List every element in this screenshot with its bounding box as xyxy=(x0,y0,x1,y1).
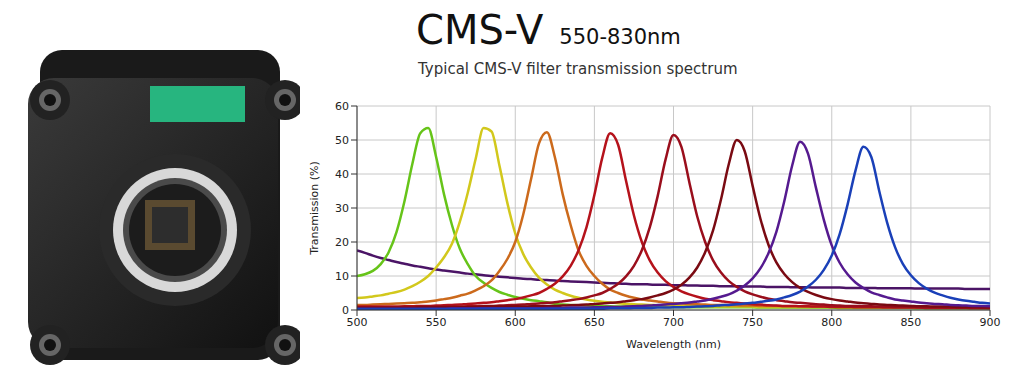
svg-text:30: 30 xyxy=(335,202,349,215)
html-text:CMS-V 550-830nm: CMS-V 550-830nm xyxy=(416,7,681,53)
svg-text:0: 0 xyxy=(342,304,349,317)
svg-text:Wavelength (nm): Wavelength (nm) xyxy=(626,338,721,351)
svg-text:40: 40 xyxy=(335,168,349,181)
html-text:Typical CMS-V filter transmiss: Typical CMS-V filter transmission spectr… xyxy=(418,60,738,78)
svg-text:850: 850 xyxy=(900,316,921,329)
svg-text:550: 550 xyxy=(426,316,447,329)
svg-text:50: 50 xyxy=(335,134,349,147)
svg-text:60: 60 xyxy=(335,100,349,113)
svg-text:700: 700 xyxy=(663,316,684,329)
svg-text:650: 650 xyxy=(584,316,605,329)
svg-text:800: 800 xyxy=(821,316,842,329)
svg-text:500: 500 xyxy=(347,316,368,329)
svg-text:Transmission (%): Transmission (%) xyxy=(308,161,321,256)
svg-text:20: 20 xyxy=(335,236,349,249)
svg-text:10: 10 xyxy=(335,270,349,283)
svg-text:900: 900 xyxy=(980,316,1001,329)
svg-text:600: 600 xyxy=(505,316,526,329)
svg-text:750: 750 xyxy=(742,316,763,329)
